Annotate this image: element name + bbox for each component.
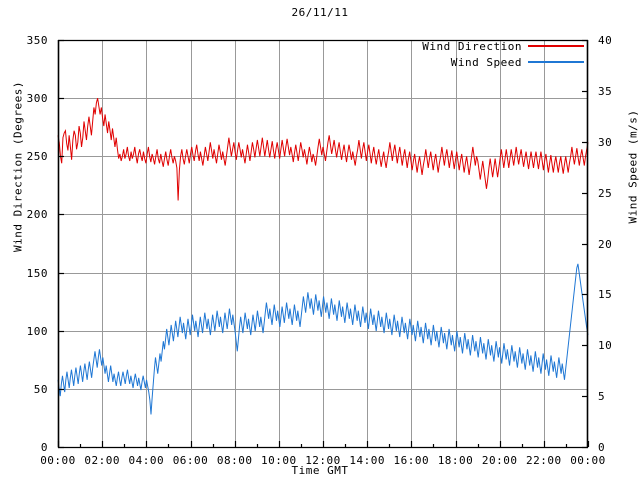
y-axis-left-tick-label: 300 — [26, 92, 48, 106]
y-axis-left-tick-label: 200 — [26, 208, 48, 222]
x-axis-tick-label: 16:00 — [393, 454, 430, 467]
y-axis-left-tick-label: 350 — [26, 34, 48, 47]
y-axis-right-tick-label: 20 — [598, 237, 613, 251]
y-axis-right-tick-label: 5 — [598, 390, 606, 404]
y-axis-right-tick-label: 30 — [598, 135, 613, 149]
y-axis-right-tick-label: 15 — [598, 288, 613, 302]
y-axis-left-tick-label: 250 — [26, 150, 48, 164]
x-axis-tick-label: 12:00 — [305, 454, 341, 467]
x-axis-tick-label: 04:00 — [128, 454, 165, 467]
x-axis-tick-label: 08:00 — [216, 454, 253, 467]
legend-label: Wind Direction — [422, 40, 522, 53]
x-axis-tick-label: 06:00 — [172, 454, 209, 467]
y-axis-left-tick-label: 50 — [33, 382, 48, 396]
y-axis-right-tick-label: 25 — [598, 186, 613, 200]
y-axis-right-tick-label: 0 — [598, 441, 606, 454]
y-axis-left-label: Wind Direction (Degrees) — [11, 81, 25, 252]
legend-color-swatch — [528, 61, 584, 63]
legend-label: Wind Speed — [450, 56, 522, 69]
x-axis-tick-label: 02:00 — [84, 454, 120, 467]
series-line-wind-speed — [57, 263, 589, 415]
x-axis-tick-label: 00:00 — [40, 454, 76, 467]
y-axis-left-tick-label: 100 — [26, 324, 48, 338]
series-line-wind-direction — [57, 98, 589, 201]
x-axis-tick-label: 22:00 — [526, 454, 562, 467]
y-axis-left-tick-label: 150 — [26, 266, 48, 280]
y-axis-right-tick-label: 10 — [598, 339, 613, 353]
legend-color-swatch — [528, 45, 584, 47]
x-axis-tick-label: 00:00 — [570, 454, 606, 467]
x-axis-tick-label: 14:00 — [349, 454, 385, 467]
y-axis-left-tick-label: 0 — [40, 441, 48, 454]
chart-title: 26/11/11 — [291, 6, 349, 19]
y-axis-right-tick-label: 35 — [598, 84, 613, 98]
y-axis-right-tick-label: 40 — [598, 34, 613, 47]
x-axis-tick-label: 20:00 — [481, 454, 518, 467]
x-axis-tick-label: 18:00 — [437, 454, 474, 467]
x-axis-label: Time GMT — [291, 464, 349, 477]
x-axis-tick-label: 10:00 — [261, 454, 297, 467]
